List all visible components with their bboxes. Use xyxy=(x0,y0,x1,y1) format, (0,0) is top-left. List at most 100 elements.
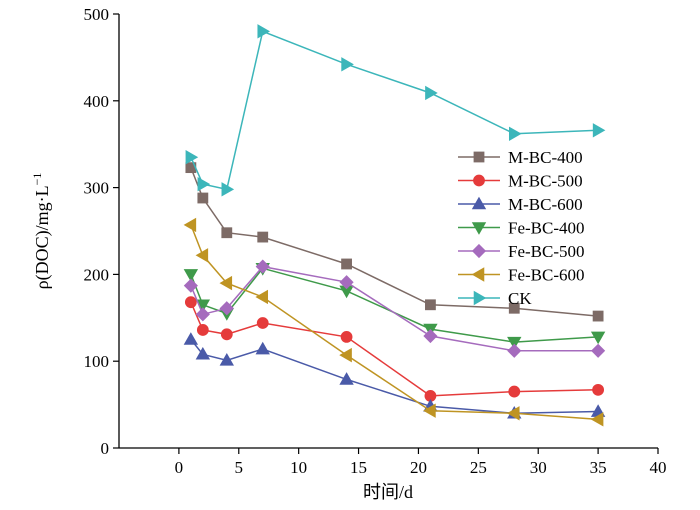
series-ck xyxy=(185,24,606,197)
legend-label: CK xyxy=(508,289,532,308)
legend-item: Fe-BC-500 xyxy=(458,242,585,261)
legend-item: Fe-BC-600 xyxy=(458,266,585,285)
data-point xyxy=(185,150,199,165)
series-line xyxy=(190,267,599,343)
series-line xyxy=(190,301,599,397)
legend-item: M-BC-400 xyxy=(458,148,583,167)
data-point xyxy=(507,343,522,358)
series-m-bc-600 xyxy=(183,332,606,419)
data-point xyxy=(195,307,210,322)
legend-label: M-BC-600 xyxy=(508,195,583,214)
legend-label: Fe-BC-400 xyxy=(508,219,585,238)
data-point xyxy=(255,289,269,305)
data-point xyxy=(255,259,270,274)
data-point xyxy=(590,412,604,427)
data-point xyxy=(183,269,199,282)
data-point xyxy=(591,343,606,358)
x-tick-label: 40 xyxy=(650,458,667,477)
y-axis-ticks: 0 100 200 300 400 500 xyxy=(84,5,119,458)
legend-item: CK xyxy=(458,289,532,308)
series-m-bc-500 xyxy=(184,296,605,402)
data-point xyxy=(425,85,438,101)
data-point xyxy=(423,328,438,344)
series-fe-bc-500 xyxy=(183,259,606,358)
data-point xyxy=(507,336,522,350)
data-point xyxy=(196,324,209,336)
x-tick-label: 10 xyxy=(290,458,307,477)
data-point xyxy=(183,278,198,293)
data-point xyxy=(425,299,436,311)
data-point xyxy=(197,192,209,204)
y-axis-title-text: ρ(DOC)/mg·L xyxy=(32,185,53,289)
data-point xyxy=(339,372,354,385)
data-point xyxy=(341,258,352,270)
series-line xyxy=(190,167,599,317)
legend-marker xyxy=(471,196,487,210)
data-point xyxy=(592,310,604,322)
legend-marker xyxy=(473,174,485,187)
data-point xyxy=(219,353,234,366)
y-axis-title: ρ(DOC)/mg·L−1 xyxy=(30,173,53,290)
legend-marker xyxy=(471,243,487,259)
x-tick-label: 20 xyxy=(410,458,427,477)
series-layer xyxy=(183,24,606,427)
data-point xyxy=(339,347,352,363)
x-tick-label: 15 xyxy=(350,458,367,477)
data-point xyxy=(590,331,606,345)
legend-label: Fe-BC-500 xyxy=(508,242,585,261)
y-tick-label: 100 xyxy=(84,352,110,371)
data-point xyxy=(423,403,436,418)
legend: M-BC-400 M-BC-500 M-BC-600 Fe-BC-400 Fe-BC-5… xyxy=(458,148,585,308)
x-tick-label: 5 xyxy=(235,458,244,477)
x-tick-label: 35 xyxy=(590,458,607,477)
legend-marker xyxy=(473,151,485,163)
series-m-bc-400 xyxy=(185,162,604,322)
legend-label: Fe-BC-600 xyxy=(508,266,585,285)
legend-marker xyxy=(471,222,487,235)
legend-marker xyxy=(471,267,485,282)
data-point xyxy=(508,385,521,398)
data-point xyxy=(256,317,269,329)
data-point xyxy=(340,330,353,343)
x-tick-label: 25 xyxy=(470,458,487,477)
data-point xyxy=(221,182,235,197)
y-tick-label: 200 xyxy=(84,265,110,284)
y-axis-title-superscript: −1 xyxy=(30,173,44,186)
data-point xyxy=(195,346,211,360)
data-point xyxy=(341,57,354,72)
data-point xyxy=(508,302,520,314)
data-point xyxy=(219,301,234,316)
legend-item: Fe-BC-400 xyxy=(458,219,585,238)
x-tick-label: 30 xyxy=(530,458,547,477)
data-point xyxy=(184,296,197,309)
data-point xyxy=(592,123,606,138)
data-point xyxy=(257,24,271,39)
series-fe-bc-600 xyxy=(183,217,604,427)
legend-item: M-BC-500 xyxy=(458,172,583,191)
data-point xyxy=(508,126,522,141)
legend-label: M-BC-500 xyxy=(508,172,583,191)
x-axis-title: 时间/d xyxy=(363,482,413,502)
data-point xyxy=(257,231,269,243)
plot-area: 0 5 10 15 20 25 30 35 40 0 100 200 300 400 500 M-BC-4… xyxy=(84,5,667,477)
y-tick-label: 500 xyxy=(84,5,110,24)
data-point xyxy=(183,217,197,233)
data-point xyxy=(221,227,233,239)
x-tick-label: 0 xyxy=(175,458,184,477)
data-point xyxy=(255,341,270,355)
legend-label: M-BC-400 xyxy=(508,148,583,167)
data-point xyxy=(219,275,233,291)
data-point xyxy=(220,328,233,341)
data-point xyxy=(183,332,199,345)
data-point xyxy=(506,406,520,421)
y-tick-label: 300 xyxy=(84,179,110,198)
data-point xyxy=(195,248,209,263)
data-point xyxy=(592,383,605,396)
data-point xyxy=(197,176,211,192)
data-point xyxy=(339,275,354,290)
y-tick-label: 400 xyxy=(84,92,110,111)
legend-item: M-BC-600 xyxy=(458,195,583,214)
x-axis-ticks: 0 5 10 15 20 25 30 35 40 xyxy=(175,448,667,477)
legend-marker xyxy=(473,290,487,306)
y-tick-label: 0 xyxy=(101,439,110,458)
